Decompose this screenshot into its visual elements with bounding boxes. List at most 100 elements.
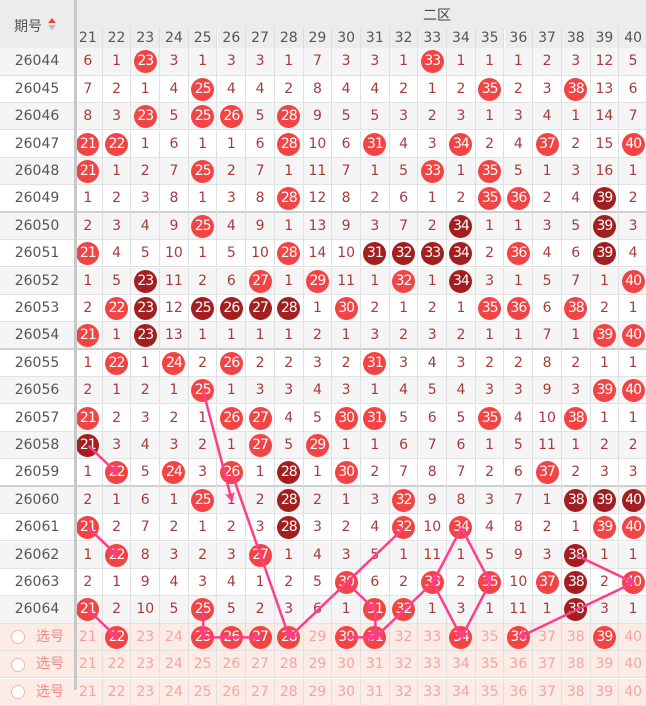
select-number-30[interactable]: 30: [332, 678, 361, 706]
select-number-29[interactable]: 29: [304, 678, 333, 706]
select-number-28[interactable]: 28: [275, 651, 304, 679]
table-cell: 2: [275, 568, 304, 597]
select-number-37[interactable]: 37: [533, 678, 562, 706]
select-number-40[interactable]: 40: [619, 679, 646, 706]
select-number-27[interactable]: 27: [246, 623, 275, 652]
select-number-28[interactable]: 28: [275, 678, 304, 706]
miss-count: 6: [255, 135, 265, 152]
select-number-38[interactable]: 38: [562, 678, 591, 706]
miss-count: 3: [456, 354, 466, 371]
selected-number-ball[interactable]: 31: [363, 625, 387, 649]
select-number-34[interactable]: 34: [447, 623, 476, 652]
miss-count: 1: [485, 327, 495, 344]
drawn-number-ball: 39: [592, 379, 616, 403]
select-number-25[interactable]: 25: [189, 651, 218, 679]
table-cell: 2: [619, 432, 646, 459]
select-number-25[interactable]: 25: [189, 678, 218, 706]
radio-circle-icon[interactable]: [11, 685, 25, 700]
period-header[interactable]: 期号: [0, 0, 74, 49]
select-number-33[interactable]: 33: [418, 651, 448, 679]
column-header-33: 33: [418, 28, 448, 48]
drawn-number-ball: 28: [277, 132, 301, 156]
select-number-40[interactable]: 40: [619, 651, 646, 678]
miss-count: 2: [485, 135, 495, 152]
select-number-33[interactable]: 33: [418, 678, 448, 706]
miss-count: 1: [628, 162, 638, 179]
select-number-38[interactable]: 38: [562, 623, 591, 652]
select-number-23[interactable]: 23: [131, 623, 161, 652]
select-number-27[interactable]: 27: [246, 651, 275, 679]
selected-number-ball[interactable]: 27: [248, 625, 272, 649]
table-cell: 8: [246, 185, 275, 213]
select-number-31[interactable]: 31: [361, 678, 390, 706]
table-row: 26046 8 3 23 5 25 26 5 28 9 5 5 3 2 3 1 3 4 1 14 7: [0, 103, 646, 131]
select-number-34[interactable]: 34: [447, 651, 476, 679]
select-number-29[interactable]: 29: [304, 623, 333, 652]
selected-number-ball[interactable]: 34: [449, 625, 473, 649]
select-number-39[interactable]: 39: [591, 623, 620, 652]
select-number-32[interactable]: 32: [390, 678, 419, 706]
radio-circle-icon[interactable]: [11, 657, 25, 672]
select-row-toggle[interactable]: 选号: [0, 651, 74, 678]
select-number-27[interactable]: 27: [246, 678, 275, 706]
select-number-31[interactable]: 31: [361, 651, 390, 679]
miss-count: 1: [599, 546, 609, 563]
select-number-31[interactable]: 31: [361, 623, 390, 652]
select-number-24[interactable]: 24: [160, 678, 189, 706]
miss-count: 3: [370, 491, 380, 508]
select-number-23[interactable]: 23: [131, 651, 161, 679]
select-row-toggle[interactable]: 选号: [0, 624, 74, 651]
select-row-label: 选号: [36, 628, 64, 645]
select-number-35[interactable]: 35: [476, 623, 505, 652]
select-number-36[interactable]: 36: [505, 623, 534, 652]
sort-up-down-icon[interactable]: [48, 18, 56, 32]
select-number-30[interactable]: 30: [332, 623, 361, 652]
select-number-22[interactable]: 22: [103, 623, 132, 652]
select-number-26[interactable]: 26: [218, 678, 247, 706]
select-number-29[interactable]: 29: [304, 651, 333, 679]
select-number-38[interactable]: 38: [562, 651, 591, 679]
select-number-32[interactable]: 32: [390, 623, 419, 652]
select-number-37[interactable]: 37: [533, 623, 562, 652]
table-cell: 9: [418, 486, 448, 515]
selected-number-ball[interactable]: 22: [105, 625, 129, 649]
selected-number-ball[interactable]: 39: [592, 625, 616, 649]
select-number-21[interactable]: 21: [74, 623, 103, 652]
select-number-33[interactable]: 33: [418, 623, 448, 652]
select-number-36[interactable]: 36: [505, 651, 534, 679]
select-number-21[interactable]: 21: [74, 678, 103, 706]
select-number-24[interactable]: 24: [160, 623, 189, 652]
selected-number-ball[interactable]: 25: [191, 625, 215, 649]
select-number-34[interactable]: 34: [447, 678, 476, 706]
select-number-25[interactable]: 25: [189, 623, 218, 652]
select-number-40[interactable]: 40: [619, 624, 646, 651]
select-number-21[interactable]: 21: [74, 651, 103, 679]
radio-circle-icon[interactable]: [11, 630, 25, 645]
selected-number-ball[interactable]: 36: [506, 625, 530, 649]
select-number-35[interactable]: 35: [476, 678, 505, 706]
select-number-24[interactable]: 24: [160, 651, 189, 679]
table-cell: 1: [189, 322, 218, 350]
select-number-22[interactable]: 22: [103, 651, 132, 679]
select-row-toggle[interactable]: 选号: [0, 679, 74, 706]
select-number-22[interactable]: 22: [103, 678, 132, 706]
select-number-30[interactable]: 30: [332, 651, 361, 679]
select-number-26[interactable]: 26: [218, 623, 247, 652]
selected-number-ball[interactable]: 26: [219, 625, 243, 649]
miss-count: 1: [112, 327, 121, 344]
miss-count: 1: [513, 53, 523, 70]
selected-number-ball[interactable]: 30: [334, 625, 358, 649]
select-number-32[interactable]: 32: [390, 651, 419, 679]
select-number-39[interactable]: 39: [591, 678, 620, 706]
select-number-35[interactable]: 35: [476, 651, 505, 679]
select-number-37[interactable]: 37: [533, 651, 562, 679]
select-number-39[interactable]: 39: [591, 651, 620, 679]
select-number-23[interactable]: 23: [131, 678, 161, 706]
select-number-36[interactable]: 36: [505, 678, 534, 706]
drawn-number-ball: 28: [277, 296, 301, 320]
select-number-26[interactable]: 26: [218, 651, 247, 679]
table-cell: 1: [103, 322, 132, 350]
miss-count: 1: [571, 519, 581, 536]
select-number-28[interactable]: 28: [275, 623, 304, 652]
selected-number-ball[interactable]: 28: [277, 625, 301, 649]
